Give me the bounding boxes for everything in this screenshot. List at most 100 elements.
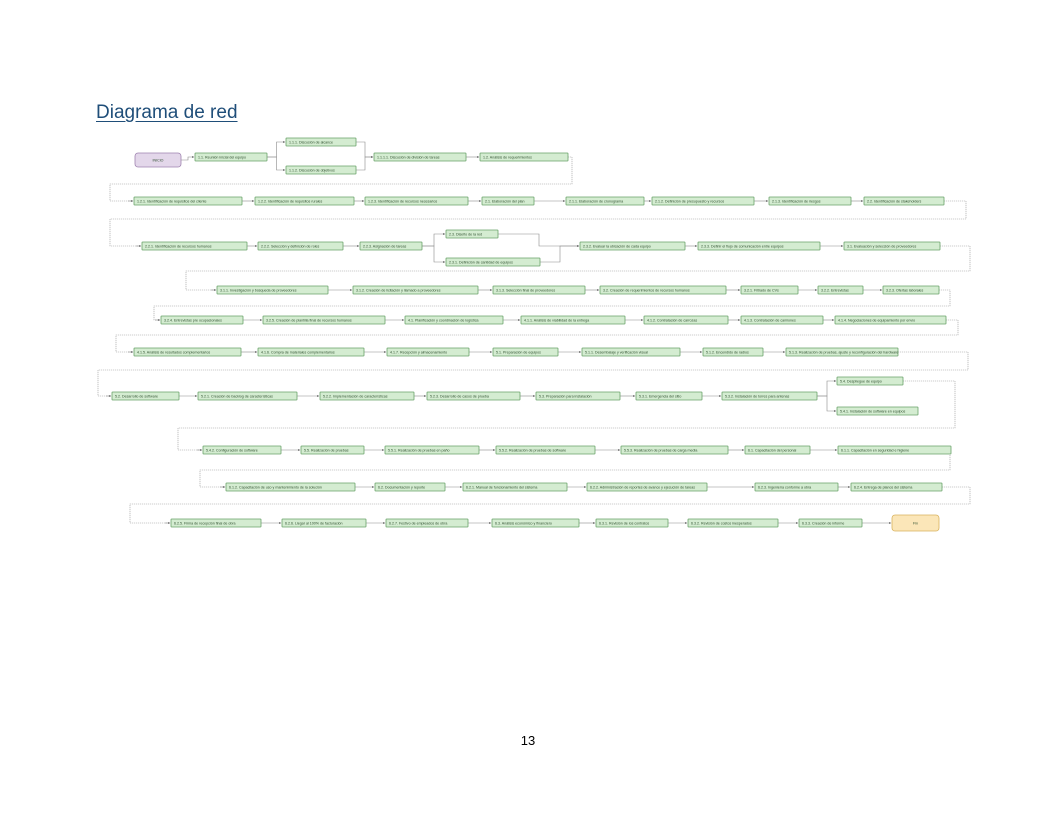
task-node-4-6: 3.2.2. Entrevistas — [817, 285, 864, 295]
task-node-9-2-label: 6.2. Documentación y reporte — [378, 485, 425, 489]
task-node-2-6-label: 2.1.2. Definición de presupuesto y recur… — [655, 199, 724, 203]
task-node-7-5-label: 5.3. Preparación para instalación — [539, 394, 592, 398]
task-node-9-4-box — [586, 482, 708, 492]
task-node-2-4-label: 2.1. Elaboración del plan — [485, 199, 525, 203]
task-node-10-6: 6.3.2. Revisión de costos inesperados — [687, 518, 779, 528]
task-node-6-4-box — [492, 347, 559, 357]
task-node-4-1: 3.1.1. Investigación y búsqueda de prove… — [216, 285, 329, 295]
task-node-4-4-label: 3.2. Creación de requerimientos de recur… — [603, 288, 690, 292]
task-node-9-3-box — [462, 482, 568, 492]
task-node-2-4-box — [481, 196, 535, 206]
task-node-2-2: 1.2.2. Identificación de requisitos rura… — [254, 196, 355, 206]
task-node-5-2: 3.2.5. Creación de plantilla final de re… — [262, 315, 386, 325]
row-wrap-connector — [199, 449, 951, 488]
task-node-6-2-box — [257, 347, 365, 357]
task-node-6-5-label: 5.1.1. Desembalaje y verificación visual — [585, 350, 648, 354]
task-node-9-3-label: 6.2.1. Manual de funcionamiento del sist… — [466, 485, 537, 489]
task-node-7-9-box — [836, 406, 919, 416]
dependency-arrow — [356, 141, 374, 159]
task-node-3-7-box — [697, 241, 821, 251]
task-node-1-2-label: 1.1.1. Discusión de alcance — [289, 140, 333, 144]
task-node-2-7-label: 2.1.3. Identificación de riesgos — [772, 199, 821, 203]
task-node-9-6-box — [850, 482, 943, 492]
dependency-arrow — [498, 233, 580, 248]
task-node-10-6-label: 6.3.2. Revisión de costos inesperados — [691, 521, 752, 525]
task-node-9-4: 6.2.2. Administración de reportes de ava… — [586, 482, 708, 492]
task-node-2-2-label: 1.2.2. Identificación de requisitos rura… — [258, 199, 323, 203]
task-node-7-6: 5.3.1. Emergencia del sitio — [635, 391, 703, 401]
task-node-4-5: 3.2.1. Filtrado de CVs — [740, 285, 799, 295]
task-node-9-1-box — [225, 482, 356, 492]
task-node-7-2-box — [197, 391, 298, 401]
task-node-4-7-box — [882, 285, 940, 295]
task-node-4-6-box — [817, 285, 864, 295]
row-wrap-connector — [109, 200, 967, 247]
row-wrap-connector — [153, 289, 951, 321]
task-node-6-4-label: 5.1. Preparación de equipos — [496, 350, 541, 354]
task-node-9-1-label: 6.1.2. Capacitación de uso y mantenimien… — [229, 485, 322, 489]
task-node-3-3-label: 2.2.3. Asignación de tareas — [363, 244, 407, 248]
task-node-9-2-box — [374, 482, 446, 492]
task-node-6-1-box — [133, 347, 242, 357]
task-node-6-2: 4.1.6. Compra de materiales complementar… — [257, 347, 365, 357]
task-node-6-3-box — [386, 347, 470, 357]
task-node-7-1-box — [111, 391, 180, 401]
dependency-arrow — [817, 379, 837, 397]
task-node-3-4-label: 2.3. Diseño de la red — [449, 232, 482, 236]
row-wrap-connector — [115, 319, 959, 353]
task-node-8-1-box — [202, 445, 282, 455]
start-node: INICIO — [134, 152, 182, 168]
task-node-3-7: 2.3.3. Definir el flujo de comunicación … — [697, 241, 821, 251]
task-node-7-7-label: 5.3.2. Instalación de torres para antena… — [725, 394, 790, 398]
task-node-7-5-box — [535, 391, 621, 401]
task-node-2-8: 2.2. Identificación de stakeholders — [863, 196, 945, 206]
row-wrap-connector — [129, 486, 971, 524]
task-node-5-7-label: 4.1.4. Negociaciones de equipamiento por… — [838, 318, 915, 322]
task-node-6-7-label: 5.1.3. Realización de pruebas, ajuste y … — [789, 350, 898, 354]
task-node-1-4-box — [373, 152, 467, 162]
task-node-4-3: 3.1.3. Selección final de proveedores — [492, 285, 586, 295]
task-node-3-2-label: 2.2.2. Selección y definición de roles — [261, 244, 320, 248]
task-node-2-5-label: 2.1.1. Elaboración de cronograma — [569, 199, 623, 203]
task-node-5-6: 4.1.3. Contratación de camiones — [740, 315, 824, 325]
task-node-8-1: 5.4.2. Configuración de software — [202, 445, 282, 455]
task-node-2-8-box — [863, 196, 945, 206]
task-node-9-5-box — [754, 482, 839, 492]
task-node-2-5: 2.1.1. Elaboración de cronograma — [565, 196, 645, 206]
task-node-8-2-label: 5.5. Realización de pruebas — [304, 448, 349, 452]
task-node-1-1: 1.1. Reunión inicial del equipo — [194, 152, 268, 162]
task-node-3-8-label: 3.1. Evaluación y selección de proveedor… — [847, 244, 917, 248]
dependency-arrow — [267, 156, 286, 172]
task-node-10-1-box — [170, 518, 262, 528]
task-node-5-5: 4.1.2. Contratación de carrozas — [643, 315, 729, 325]
task-node-10-5: 6.3.1. Revisión de los contratos — [595, 518, 669, 528]
task-node-6-6: 5.1.2. Encendido de radios — [702, 347, 764, 357]
task-node-2-6: 2.1.2. Definición de presupuesto y recur… — [651, 196, 755, 206]
task-node-8-3-box — [384, 445, 480, 455]
task-node-8-4: 5.5.2. Realización de pruebas de softwar… — [495, 445, 596, 455]
task-node-7-1-label: 5.2. Desarrollo de software — [115, 394, 158, 398]
task-node-1-5-box — [479, 152, 569, 162]
task-node-2-3: 1.2.3. Identificación de recursos necesa… — [364, 196, 469, 206]
task-node-4-1-box — [216, 285, 329, 295]
task-node-7-7-box — [721, 391, 818, 401]
task-node-5-6-label: 4.1.3. Contratación de camiones — [744, 318, 796, 322]
row-wrap-connector — [109, 156, 573, 202]
task-node-7-8-box — [836, 376, 904, 386]
task-node-3-5-box — [445, 257, 541, 267]
task-node-5-6-box — [740, 315, 824, 325]
task-node-6-7-box — [785, 347, 899, 357]
task-node-8-6: 6.1. Capacitación del personal — [744, 445, 811, 455]
task-node-4-2-box — [352, 285, 479, 295]
task-node-6-2-label: 4.1.6. Compra de materiales complementar… — [261, 350, 335, 354]
task-node-4-5-box — [740, 285, 799, 295]
task-node-8-4-box — [495, 445, 596, 455]
task-node-8-6-label: 6.1. Capacitación del personal — [748, 448, 797, 452]
task-node-8-3-label: 5.5.1. Realización de pruebas en paño — [388, 448, 450, 452]
task-node-2-7-box — [768, 196, 852, 206]
task-node-6-1-label: 4.1.5. Análisis de resultados complement… — [137, 350, 210, 354]
task-node-6-5-box — [581, 347, 681, 357]
task-node-2-6-box — [651, 196, 755, 206]
task-node-10-4-label: 6.3. Análisis económico y financiero — [495, 521, 552, 525]
task-node-2-1: 1.2.1. Identificación de requisitos del … — [133, 196, 243, 206]
